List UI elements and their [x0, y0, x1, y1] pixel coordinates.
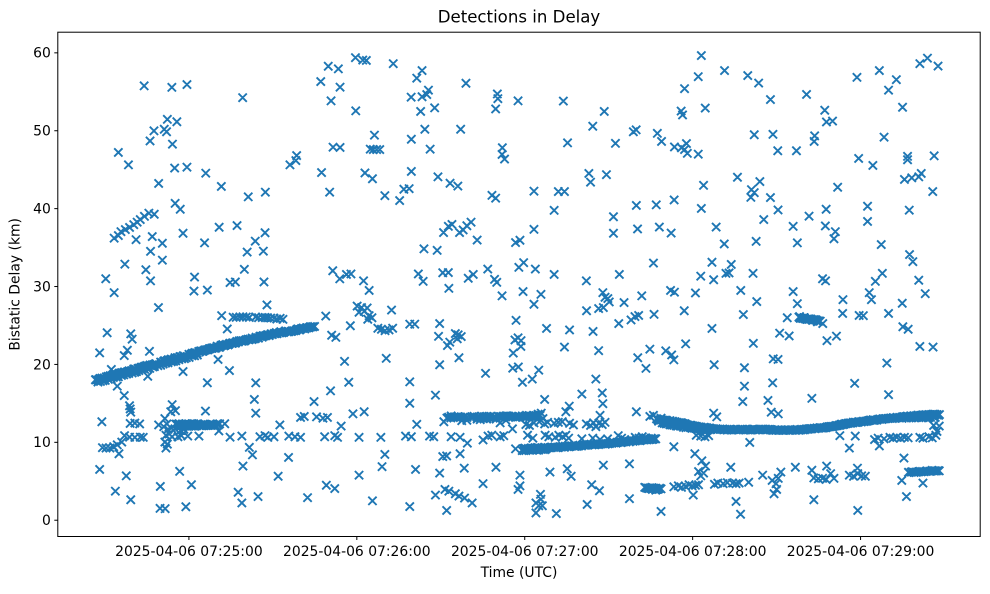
x-tick-label: 2025-04-06 07:28:00 — [619, 544, 767, 560]
axes-frame — [57, 31, 981, 537]
y-tick-label: 30 — [33, 279, 51, 295]
y-tick-label: 40 — [33, 202, 51, 218]
y-axis-ticks: 0 10 20 30 40 50 60 — [33, 46, 58, 529]
y-tick-label: 60 — [33, 46, 51, 62]
y-tick-label: 10 — [33, 435, 51, 451]
chart-title: Detections in Delay — [438, 8, 601, 27]
y-axis-label: Bistatic Delay (km) — [8, 218, 24, 351]
y-tick-label: 50 — [33, 124, 51, 140]
x-axis-label: Time (UTC) — [480, 565, 558, 581]
x-tick-label: 2025-04-06 07:25:00 — [115, 544, 263, 560]
x-tick-label: 2025-04-06 07:26:00 — [283, 544, 431, 560]
x-tick-label: 2025-04-06 07:27:00 — [451, 544, 599, 560]
y-tick-label: 20 — [33, 357, 51, 373]
scatter-marker-path — [90, 50, 945, 520]
x-tick-label: 2025-04-06 07:29:00 — [787, 544, 935, 560]
x-axis-ticks: 2025-04-06 07:25:00 2025-04-06 07:26:00 20… — [115, 536, 935, 560]
scatter-points — [90, 50, 945, 520]
y-tick-label: 0 — [42, 513, 51, 529]
